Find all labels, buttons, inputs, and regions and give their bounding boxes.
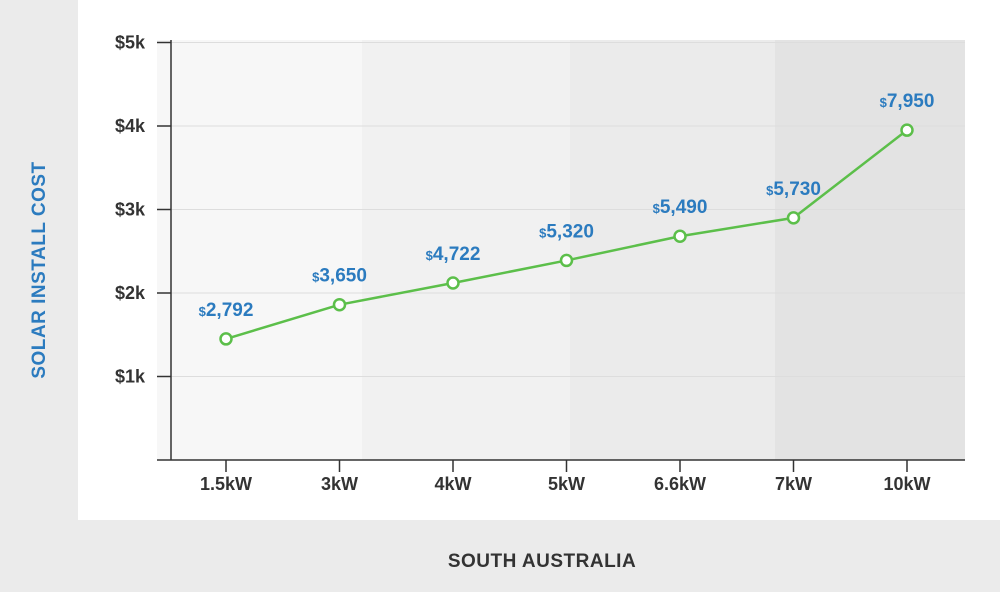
- y-axis-ticks: $1k$2k$3k$4k$5k$6k: [115, 33, 171, 387]
- y-tick-label: $3k: [115, 200, 146, 220]
- x-tick-label: 7kW: [775, 474, 812, 494]
- x-axis-title: SOUTH AUSTRALIA: [448, 551, 636, 572]
- y-axis-title: SOLAR INSTALL COST: [29, 161, 50, 378]
- data-point: [786, 211, 801, 225]
- data-point: [673, 229, 687, 243]
- data-point: [446, 276, 460, 290]
- y-tick-label: $1k: [115, 367, 146, 387]
- column-band: [362, 40, 570, 460]
- data-label: $7,950: [880, 91, 935, 112]
- gridlines: [157, 42, 965, 377]
- data-label: $5,320: [539, 221, 594, 242]
- x-tick-label: 1.5kW: [200, 474, 252, 494]
- data-label: $5,730: [766, 179, 821, 200]
- data-point: [559, 253, 574, 268]
- data-point: [900, 123, 914, 137]
- x-axis-ticks: 1.5kW 3kW 4kW 5kW 6.6kW 7kW 10kW: [200, 460, 931, 494]
- data-labels: $2,792 $3,650 $4,722 $5,320 $5,490 $5,730 $7,9…: [199, 91, 935, 321]
- data-label: $2,792: [199, 300, 254, 321]
- column-band: [157, 40, 362, 460]
- data-label: $3,650: [312, 266, 367, 287]
- x-tick-label: 6.6kW: [654, 474, 706, 494]
- y-tick-label: $4k: [115, 116, 146, 136]
- column-bands: [157, 40, 965, 460]
- x-tick-label: 5kW: [548, 474, 585, 494]
- x-tick-label: 3kW: [321, 474, 358, 494]
- y-tick-label: $2k: [115, 283, 146, 303]
- axes: [157, 40, 965, 461]
- data-points: [219, 123, 914, 346]
- data-label: $5,490: [653, 197, 708, 218]
- data-point: [219, 332, 233, 346]
- data-label: $4,722: [426, 244, 481, 265]
- data-point: [332, 297, 347, 312]
- column-band: [570, 40, 775, 460]
- y-tick-label: $5k: [115, 33, 146, 53]
- x-tick-label: 4kW: [434, 474, 471, 494]
- x-tick-label: 10kW: [883, 474, 930, 494]
- column-band: [775, 40, 965, 460]
